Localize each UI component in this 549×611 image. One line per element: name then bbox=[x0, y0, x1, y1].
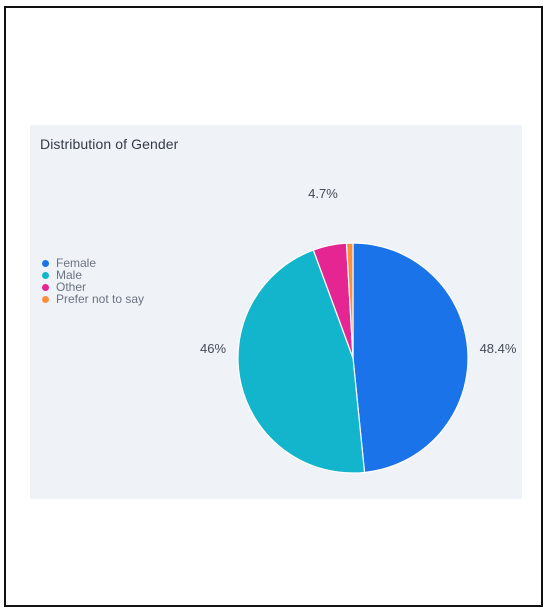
legend-label-prefer-not-to-say: Prefer not to say bbox=[56, 292, 145, 306]
data-label-other: 4.7% bbox=[308, 186, 338, 201]
legend-swatch-female bbox=[42, 259, 49, 267]
legend-swatch-prefer-not-to-say bbox=[42, 295, 49, 303]
pie-slice-male[interactable] bbox=[237, 249, 366, 474]
legend-item-female[interactable]: Female bbox=[42, 257, 144, 269]
legend-item-male[interactable]: Male bbox=[42, 269, 144, 281]
data-label-male: 46% bbox=[200, 341, 226, 356]
data-label-female: 48.4% bbox=[480, 341, 517, 356]
pie-slice-female[interactable] bbox=[352, 242, 469, 474]
legend-item-prefer-not-to-say[interactable]: Prefer not to say bbox=[42, 293, 144, 305]
legend-swatch-other bbox=[42, 283, 49, 291]
screenshot-frame: Distribution of Gender Female Male Other… bbox=[4, 6, 543, 607]
chart-title: Distribution of Gender bbox=[40, 136, 179, 152]
legend-label-female: Female bbox=[56, 256, 97, 270]
pie-chart: 48.4% 46% 4.7% bbox=[200, 186, 517, 474]
chart-legend: Female Male Other Prefer not to say bbox=[42, 257, 144, 305]
legend-label-male: Male bbox=[56, 268, 83, 282]
pie-slice-prefer-not-to-say[interactable] bbox=[345, 242, 354, 359]
chart-card: Distribution of Gender Female Male Other… bbox=[30, 125, 522, 499]
legend-label-other: Other bbox=[56, 280, 87, 294]
legend-swatch-male bbox=[42, 271, 49, 279]
legend-item-other[interactable]: Other bbox=[42, 281, 144, 293]
